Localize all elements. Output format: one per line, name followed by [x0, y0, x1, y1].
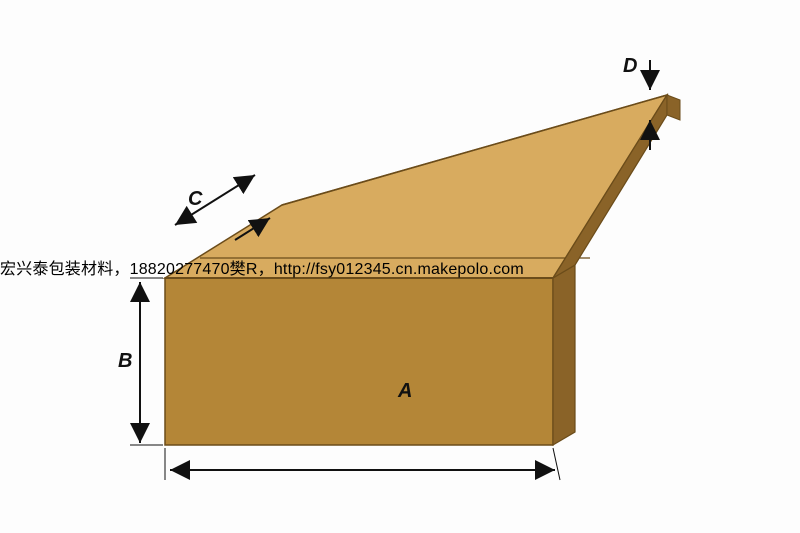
- label-A: A: [398, 380, 412, 403]
- label-D: D: [623, 55, 637, 78]
- dim-C-line: [175, 175, 255, 225]
- watermark-text: 宏兴泰包装材料，18820277470樊R，http://fsy012345.c…: [0, 255, 800, 279]
- top-flange-face: [165, 95, 667, 278]
- back-right-thickness: [667, 95, 680, 120]
- right-end-vertical-face: [553, 265, 575, 445]
- label-B: B: [118, 350, 132, 373]
- front-flange-face: [165, 278, 553, 445]
- label-C: C: [188, 188, 202, 211]
